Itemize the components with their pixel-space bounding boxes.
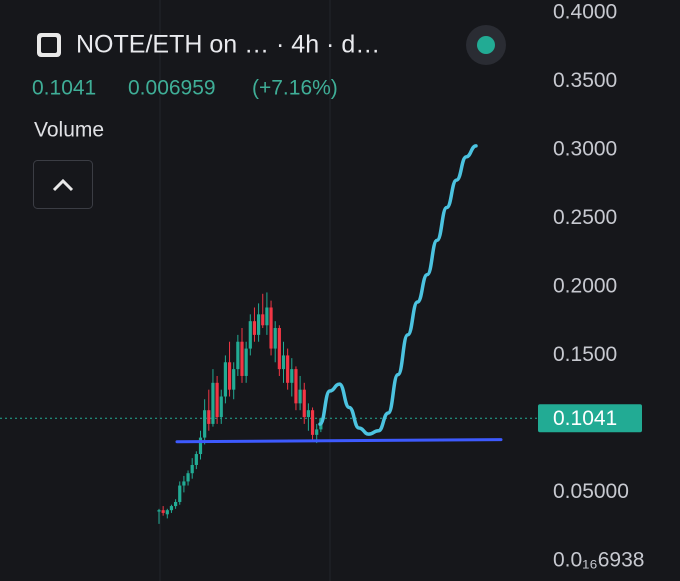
y-tick-label: 0.05000 [553,480,629,503]
price: 0.1041 [32,77,96,100]
candle-body [186,473,190,482]
candle-body [161,510,165,513]
symbol-icon-inner [41,37,57,53]
candle-body [306,410,310,418]
status-dot [477,36,495,54]
chevron [52,178,74,192]
y-tick-label: 0.2000 [553,274,617,297]
candle-body [157,510,161,512]
candle-body [223,362,227,397]
candle-body [277,328,281,370]
support-line [175,438,503,444]
candle-body [165,510,169,515]
candle-body [203,410,207,438]
candle-body [281,355,286,370]
candle-body [294,369,298,404]
last-price-label: 0.1041 [553,407,617,430]
last-price-box [538,404,642,433]
candle-body [273,328,277,349]
candle-body [257,314,261,335]
projection-line [318,144,478,436]
candle-body [211,382,215,424]
candle-body [215,382,219,418]
candle-body [207,410,211,424]
candle-body [269,307,273,349]
candle-body [265,307,269,326]
candle-body [174,501,178,507]
candle-body [219,396,223,418]
candle-body [227,362,232,390]
candle-body [261,314,265,326]
candle-body [194,454,198,465]
candle-body [232,369,236,390]
y-tick-label: 0.3500 [553,69,617,92]
candle-body [286,355,290,383]
collapse-button[interactable] [33,160,93,209]
candle-body [298,389,302,404]
candle-body [182,481,186,486]
candle-body [236,341,240,370]
change: 0.006959 [128,77,216,100]
candle-body [240,341,244,376]
candle-body [252,321,257,335]
y-tick-label: 0.0₁₆6938 [553,548,644,571]
candle-body [290,369,294,383]
candle-body [315,429,319,435]
y-tick-label: 0.3000 [553,138,617,161]
volume-label: Volume [34,119,104,142]
candle-body [248,321,252,349]
y-tick-label: 0.1500 [553,343,617,366]
candle-body [169,506,174,511]
candle-body [198,437,203,455]
plot: 0.0₁₆6938 0.05000 0.1500 0.2000 0.2500 0.3000… [0,1,644,571]
candle-body [244,348,248,376]
change-pct: (+7.16%) [252,77,338,100]
y-tick-label: 0.4000 [553,1,617,24]
y-tick-label: 0.2500 [553,206,617,229]
symbol-title[interactable]: NOTE/ETH on … · 4h · d… [76,31,380,59]
candle-body [190,464,194,474]
candle-body [302,389,306,418]
candle-body [310,410,315,435]
candle-body [178,485,182,502]
